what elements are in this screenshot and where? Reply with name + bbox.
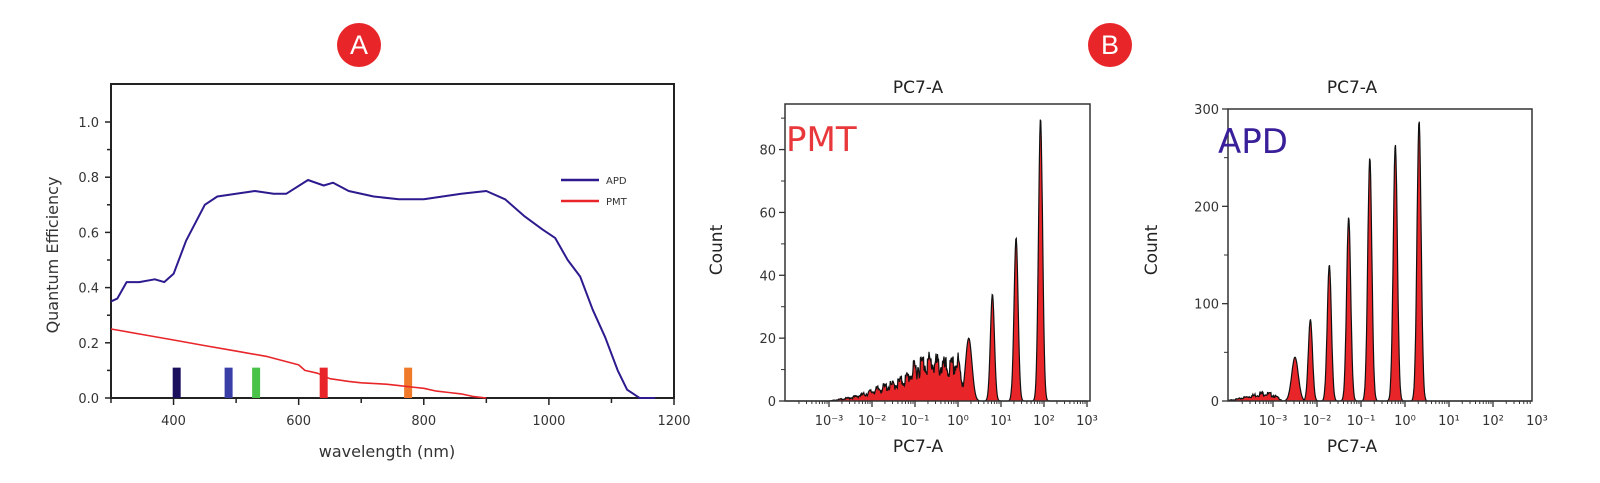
- panel-a-badge: A: [337, 23, 381, 67]
- apd-histogram-x-tick-label: 10³: [1526, 414, 1548, 429]
- apd-histogram-x-tick-label: 10⁰: [1394, 414, 1416, 429]
- pmt-histogram-y-tick-label: 0: [768, 395, 776, 410]
- apd-histogram-y-tick-label: 300: [1194, 103, 1219, 118]
- legend-label-apd: APD: [606, 176, 627, 187]
- pmt-plot-frame: [784, 103, 1091, 402]
- panel-a-label: A: [349, 30, 368, 60]
- panel-b-badge: B: [1088, 23, 1132, 67]
- qe-series-pmt: [110, 328, 487, 399]
- pmt-histogram-outline: [786, 119, 1087, 402]
- quantum-efficiency-chart: 0.0 0.2 0.4 0.6 0.8 1.0 400 600 800 1000 1200 APD…: [43, 83, 691, 461]
- qe-y-tick-label: 0.2: [78, 337, 99, 352]
- apd-histogram-x-tick-label: 10⁻¹: [1347, 414, 1376, 429]
- legend-label-pmt: PMT: [606, 197, 628, 208]
- apd-histogram-x-tick-label: 10⁻³: [1259, 414, 1288, 429]
- qe-y-tick-label: 1.0: [78, 116, 99, 131]
- apd-histogram-outline: [1227, 121, 1532, 402]
- apd-x-axis: 10⁻³ 10⁻² 10⁻¹ 10⁰ 10¹ 10² 10³: [1241, 401, 1548, 429]
- pmt-y-axis-title: Count: [707, 224, 727, 275]
- apd-annotation: APD: [1218, 122, 1288, 162]
- laser-markers: [172, 367, 413, 398]
- qe-x-tick-label: 400: [161, 414, 186, 429]
- laser-marker-775: [404, 367, 413, 398]
- laser-marker-488: [224, 367, 233, 398]
- qe-x-tick-label: 800: [411, 414, 436, 429]
- apd-histogram-x-tick-label: 10⁻²: [1303, 414, 1332, 429]
- qe-x-tick-label: 1200: [657, 414, 690, 429]
- qe-series: [110, 179, 656, 399]
- pmt-annotation: PMT: [786, 120, 857, 160]
- qe-x-tick-label: 1000: [532, 414, 565, 429]
- qe-plot-frame: [110, 83, 675, 399]
- apd-histogram-y-tick-label: 0: [1211, 395, 1219, 410]
- qe-y-tick-label: 0.4: [78, 282, 99, 297]
- pmt-y-axis: 0 20 40 60 80: [759, 117, 785, 410]
- apd-histogram-y-tick-label: 100: [1194, 298, 1219, 313]
- pmt-histogram-x-tick-label: 10⁻²: [858, 414, 887, 429]
- pmt-histogram-x-tick-label: 10⁻¹: [901, 414, 930, 429]
- apd-histogram-x-tick-label: 10²: [1482, 414, 1504, 429]
- panel-b-label: B: [1100, 30, 1119, 60]
- pmt-x-axis-title: PC7-A: [893, 437, 944, 457]
- pmt-histogram-x-tick-label: 10⁰: [947, 414, 969, 429]
- apd-plot-area: [1227, 121, 1532, 402]
- pmt-histogram-y-tick-label: 20: [759, 332, 776, 347]
- qe-y-tick-label: 0.0: [78, 392, 99, 407]
- qe-y-tick-label: 0.8: [78, 171, 99, 186]
- pmt-histogram-x-tick-label: 10²: [1033, 414, 1055, 429]
- pmt-histogram-y-tick-label: 80: [759, 144, 776, 159]
- apd-histogram-x-tick-label: 10¹: [1438, 414, 1460, 429]
- apd-histogram-y-tick-label: 200: [1194, 200, 1219, 215]
- pmt-plot-area: [786, 119, 1090, 402]
- apd-histogram-fill: [1228, 121, 1532, 401]
- pmt-x-axis: 10⁻³ 10⁻² 10⁻¹ 10⁰ 10¹ 10² 10³: [798, 401, 1098, 429]
- apd-y-axis: 0 100 200 300: [1194, 103, 1228, 410]
- qe-series-apd: [110, 179, 656, 399]
- qe-x-tick-label: 600: [286, 414, 311, 429]
- qe-x-axis: 400 600 800 1000 1200: [110, 398, 691, 429]
- qe-legend: APD PMT: [561, 176, 628, 208]
- pmt-histogram-y-tick-label: 40: [759, 269, 776, 284]
- pmt-histogram-x-tick-label: 10¹: [990, 414, 1012, 429]
- pmt-histogram-chart: PC7-A 0 20 40 60 80 10⁻³ 10⁻² 10⁻¹ 10⁰ 10¹ 10² 10³…: [707, 78, 1098, 457]
- apd-x-axis-title: PC7-A: [1327, 437, 1378, 457]
- qe-x-axis-title: wavelength (nm): [319, 442, 456, 461]
- qe-y-tick-label: 0.6: [78, 226, 99, 241]
- pmt-histogram-y-tick-label: 60: [759, 206, 776, 221]
- laser-marker-405: [172, 367, 181, 398]
- laser-marker-640: [319, 367, 328, 398]
- pmt-histogram-x-tick-label: 10⁻³: [815, 414, 844, 429]
- qe-y-axis-title: Quantum Efficiency: [43, 177, 62, 334]
- laser-marker-532: [252, 367, 261, 398]
- pmt-chart-title: PC7-A: [893, 78, 944, 98]
- pmt-histogram-x-tick-label: 10³: [1076, 414, 1098, 429]
- qe-y-axis: 0.0 0.2 0.4 0.6 0.8 1.0: [78, 116, 111, 407]
- apd-chart-title: PC7-A: [1327, 78, 1378, 98]
- apd-y-axis-title: Count: [1142, 224, 1162, 275]
